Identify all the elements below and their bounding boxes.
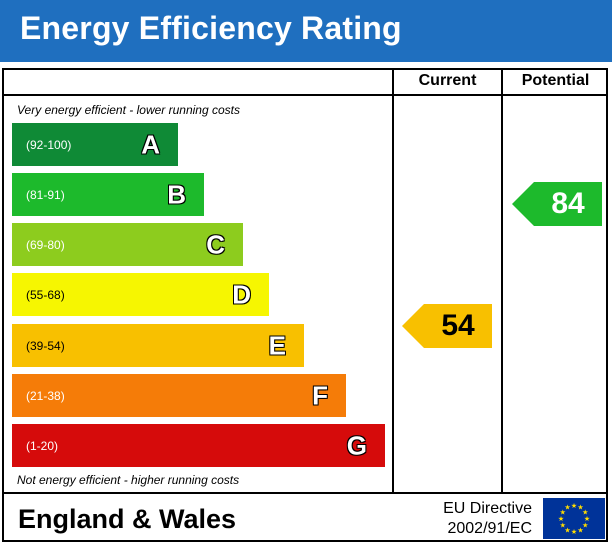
band-f: (21-38) F	[12, 374, 346, 417]
eu-star-icon: ★	[582, 522, 588, 530]
potential-rating-arrow: 84	[512, 182, 602, 226]
band-range: (39-54)	[26, 338, 65, 353]
eu-star-icon: ★	[577, 504, 583, 512]
band-letter: B	[167, 179, 186, 209]
band-letter: E	[268, 330, 286, 360]
band-range: (21-38)	[26, 388, 65, 403]
header-row-divider	[2, 94, 608, 96]
directive-line-2: 2002/91/EC	[447, 520, 532, 537]
potential-column-header: Potential	[521, 72, 590, 89]
eu-star-icon: ★	[571, 502, 577, 510]
region-label: England & Wales	[18, 504, 237, 534]
footer-row-divider	[2, 492, 608, 494]
eu-star-icon: ★	[564, 526, 570, 534]
band-range: (81-91)	[26, 187, 65, 202]
band-letter: F	[312, 380, 328, 410]
eu-star-icon: ★	[584, 515, 590, 523]
eu-star-icon: ★	[560, 509, 566, 517]
band-range: (92-100)	[26, 137, 72, 152]
directive-line-1: EU Directive	[443, 500, 532, 517]
band-range: (69-80)	[26, 237, 65, 252]
band-b: (81-91) B	[12, 173, 204, 216]
band-e: (39-54) E	[12, 324, 304, 367]
rating-frame	[2, 68, 608, 542]
eu-star-icon: ★	[558, 515, 564, 523]
band-c: (69-80) C	[12, 223, 243, 266]
eu-star-icon: ★	[560, 522, 566, 530]
page-title: Energy Efficiency Rating	[20, 10, 402, 46]
eu-star-icon: ★	[577, 526, 583, 534]
current-column-divider	[392, 68, 394, 494]
current-column-header: Current	[418, 72, 477, 89]
band-letter: G	[346, 430, 367, 460]
current-rating-arrow: 54	[402, 304, 492, 348]
potential-rating-value: 84	[551, 187, 585, 220]
band-range: (1-20)	[26, 438, 59, 453]
band-g: (1-20) G	[12, 424, 385, 467]
eu-star-icon: ★	[571, 528, 577, 536]
potential-column-divider	[501, 68, 503, 494]
band-letter: C	[206, 229, 225, 259]
header-bar: Energy Efficiency Rating	[0, 0, 612, 62]
current-rating-value: 54	[441, 309, 475, 342]
eu-star-icon: ★	[564, 504, 570, 512]
eu-flag-stars: ★★★★★★★★★ ★ ★★	[558, 502, 590, 536]
top-note: Very energy efficient - lower running co…	[17, 103, 240, 117]
bottom-note: Not energy efficient - higher running co…	[17, 473, 240, 487]
eu-flag-icon: ★ ★ ★ ★ ★ ★ ★ ★ ★ ★ ★ ★	[543, 498, 605, 539]
eu-star-icon: ★	[582, 509, 588, 517]
band-letter: D	[232, 279, 251, 309]
band-d: (55-68) D	[12, 273, 269, 316]
band-range: (55-68)	[26, 287, 65, 302]
band-letter: A	[141, 129, 160, 159]
band-a: (92-100) A	[12, 123, 178, 166]
